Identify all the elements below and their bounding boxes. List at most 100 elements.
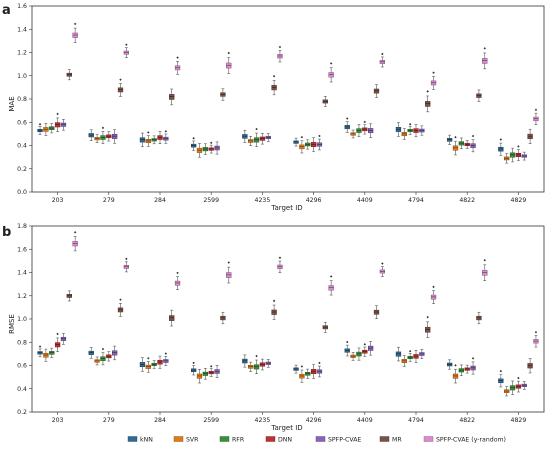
- box-mr-4409: [373, 84, 380, 98]
- y-tick-label: 0.4: [17, 386, 27, 393]
- outlier-marker: [192, 137, 195, 140]
- box-svr-4829: [504, 153, 510, 164]
- legend-label: RFR: [232, 437, 245, 444]
- y-tick-label: 0.6: [17, 363, 27, 370]
- box-spfp-cvae-y-random--4409: [379, 262, 386, 277]
- box-spfp-cvae-y-random--203: [72, 22, 78, 43]
- box-spfp-cvae-y-random--4794: [430, 71, 437, 90]
- outlier-marker: [176, 56, 179, 59]
- outlier-marker: [272, 75, 276, 78]
- box-rfr-4829: [509, 147, 516, 163]
- box-rfr-284: [151, 360, 157, 369]
- box-dnn-4235: [259, 358, 266, 371]
- box-dnn-4296: [310, 364, 317, 379]
- box-spfp-cvae-203: [60, 333, 67, 345]
- box-dnn-2599: [208, 141, 214, 154]
- box-mr-2599: [220, 88, 226, 101]
- legend-label: MR: [392, 437, 402, 444]
- outlier-marker: [300, 135, 304, 139]
- box-knn-4296: [293, 137, 299, 147]
- outlier-marker: [318, 134, 321, 138]
- box-svr-4409: [350, 129, 356, 139]
- outlier-marker: [329, 62, 333, 65]
- box-rfr-4235: [253, 354, 260, 375]
- outlier-marker: [471, 357, 475, 360]
- box-svr-4794: [401, 355, 407, 367]
- box-svr-4296: [299, 135, 305, 154]
- outlier-marker: [381, 52, 384, 56]
- box-mr-4235: [271, 299, 277, 320]
- box-knn-279: [88, 347, 94, 359]
- box-spfp-cvae-4822: [470, 357, 476, 375]
- box-rfr-4822: [458, 364, 464, 377]
- box-dnn-4822: [464, 140, 470, 149]
- x-tick-label: 4829: [511, 417, 527, 424]
- legend-label: kNN: [140, 437, 153, 444]
- box-knn-4235: [242, 129, 248, 143]
- legend-swatch-mr: [379, 436, 390, 442]
- box-knn-2599: [190, 361, 197, 376]
- outlier-marker: [426, 315, 429, 319]
- box-spfp-cvae-4235: [265, 133, 271, 142]
- box-spfp-cvae-y-random--4296: [328, 62, 334, 83]
- box-dnn-284: [157, 355, 163, 369]
- box-rfr-2599: [202, 143, 208, 155]
- outlier-marker: [471, 134, 475, 138]
- box-knn-2599: [190, 137, 197, 151]
- box-spfp-cvae-203: [60, 119, 67, 131]
- box-dnn-2599: [208, 365, 214, 377]
- box-svr-203: [43, 122, 49, 136]
- outlier-marker: [454, 364, 457, 367]
- outlier-marker: [56, 332, 59, 336]
- box-spfp-cvae-y-random--2599: [226, 261, 232, 284]
- outlier-marker: [210, 365, 213, 368]
- outlier-marker: [125, 43, 128, 46]
- legend-swatch-spfp-cvae: [315, 436, 326, 442]
- y-tick-label: 0.0: [17, 189, 27, 196]
- box-knn-4829: [498, 138, 504, 156]
- y-tick-label: 1.0: [17, 316, 27, 323]
- box-mr-284: [169, 309, 175, 327]
- box-knn-4822: [446, 134, 453, 145]
- outlier-marker: [329, 275, 333, 278]
- box-svr-4409: [350, 352, 356, 361]
- y-tick-label: 0.6: [17, 119, 27, 126]
- box-spfp-cvae-y-random--4829: [533, 330, 539, 348]
- box-mr-203: [66, 69, 72, 81]
- legend: kNN SVR RFR DNN SPFP-CVAE MR SPFP-CVAE (y-rand…: [127, 436, 506, 444]
- box-svr-284: [145, 131, 151, 147]
- outlier-marker: [363, 343, 367, 346]
- box-svr-4235: [248, 136, 254, 146]
- box-knn-284: [139, 357, 146, 372]
- box-rfr-4822: [458, 137, 464, 150]
- box-knn-4235: [242, 354, 248, 368]
- outlier-marker: [192, 361, 195, 365]
- box-spfp-cvae-y-random--4822: [482, 259, 488, 281]
- box-mr-2599: [220, 311, 226, 325]
- x-tick-label: 4794: [408, 417, 424, 424]
- box-dnn-284: [157, 131, 163, 144]
- x-tick-label: 4235: [255, 417, 271, 424]
- box-rfr-279: [100, 126, 106, 144]
- outlier-marker: [119, 78, 122, 81]
- legend-label: SPFP-CVAE: [328, 437, 361, 444]
- outlier-marker: [210, 141, 213, 145]
- panel-a-ylabel: MAE: [8, 96, 16, 111]
- box-spfp-cvae-y-random--4235: [277, 256, 283, 273]
- y-tick-label: 1.4: [17, 26, 27, 33]
- x-tick-label: 279: [103, 417, 115, 424]
- legend-label: DNN: [278, 437, 292, 444]
- box-mr-4235: [271, 75, 277, 96]
- outlier-marker: [147, 357, 150, 360]
- box-knn-4794: [395, 122, 402, 137]
- x-tick-label: 4822: [459, 417, 475, 424]
- box-spfp-cvae-284: [163, 352, 169, 366]
- box-svr-4794: [401, 128, 407, 140]
- panel-b-chart: 0.2 0.4 0.6 0.8 1.0 1.2 1.4 1.6 1.8 203 279 284 2599…: [17, 223, 545, 424]
- box-spfp-cvae-4794: [419, 349, 425, 360]
- outlier-marker: [278, 256, 282, 259]
- outlier-marker: [125, 257, 128, 261]
- outlier-marker: [454, 136, 457, 139]
- box-spfp-cvae-4822: [470, 134, 476, 153]
- legend-swatch-svr: [173, 436, 184, 442]
